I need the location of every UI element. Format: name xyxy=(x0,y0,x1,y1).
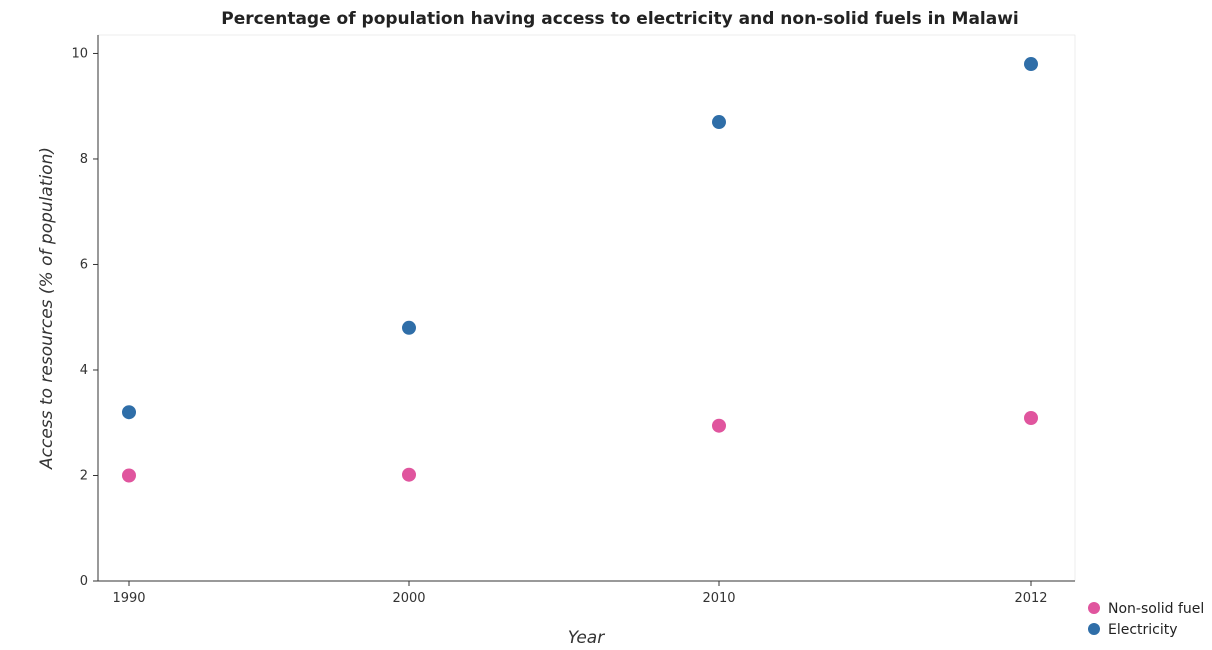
y-axis-label: Access to resources (% of population) xyxy=(37,147,57,470)
data-point-non-solid-fuel xyxy=(712,418,726,433)
y-axis: 0 2 4 6 8 10 xyxy=(71,35,99,589)
x-axis-label: Year xyxy=(568,628,605,648)
y-tick-label: 4 xyxy=(80,363,88,378)
data-point-electricity xyxy=(402,320,416,335)
y-tick-label: 10 xyxy=(71,46,88,61)
plot-area xyxy=(97,34,1076,582)
y-tick-label: 0 xyxy=(80,574,88,589)
data-point-non-solid-fuel xyxy=(1024,410,1038,425)
data-point-non-solid-fuel xyxy=(122,468,136,483)
x-axis: 1990 2000 2010 2012 xyxy=(98,580,1075,606)
x-tick-label: 1990 xyxy=(112,591,145,606)
data-point-electricity xyxy=(122,405,136,420)
legend-marker xyxy=(1088,602,1100,614)
legend: Non-solid fuel Electricity xyxy=(1088,601,1204,638)
chart-title: Percentage of population having access t… xyxy=(221,9,1019,29)
data-point-electricity xyxy=(1024,57,1038,72)
y-tick-label: 6 xyxy=(80,257,88,272)
data-points xyxy=(122,57,1038,483)
x-tick-label: 2012 xyxy=(1014,591,1047,606)
data-point-non-solid-fuel xyxy=(402,467,416,482)
x-tick-label: 2010 xyxy=(702,591,735,606)
y-tick-label: 2 xyxy=(80,468,88,483)
legend-marker xyxy=(1088,623,1100,635)
y-tick-label: 8 xyxy=(80,152,88,167)
legend-label: Non-solid fuel xyxy=(1108,601,1204,617)
x-tick-label: 2000 xyxy=(392,591,425,606)
data-point-electricity xyxy=(712,115,726,130)
legend-label: Electricity xyxy=(1108,622,1178,638)
